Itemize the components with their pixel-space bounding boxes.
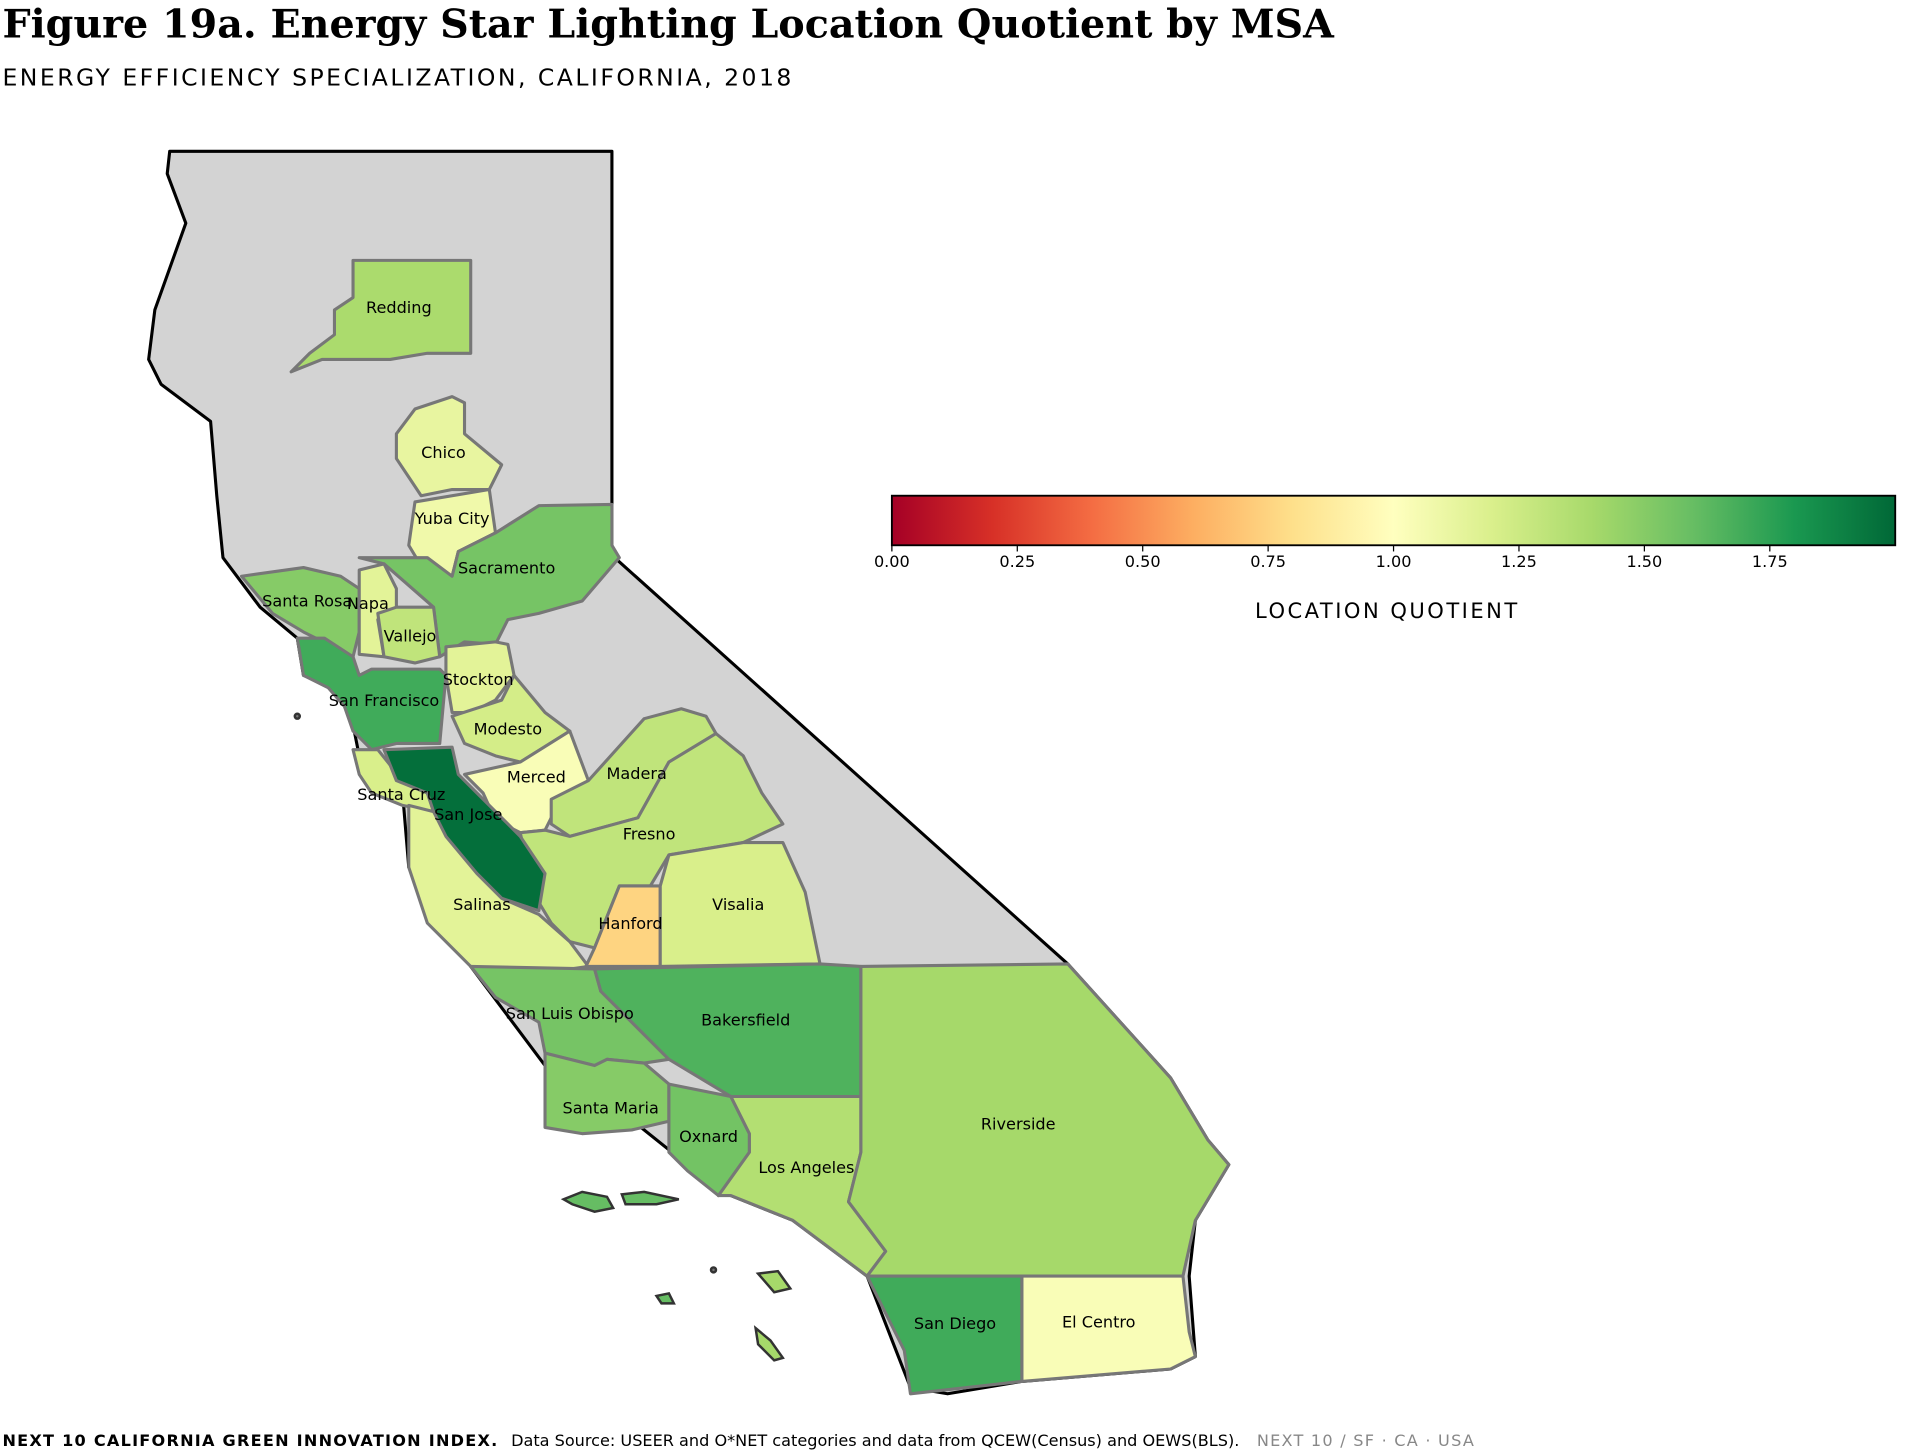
footer-brand: NEXT 10 / SF · CA · USA — [1257, 1430, 1475, 1449]
region-label: Santa Cruz — [357, 785, 445, 804]
region-label: Yuba City — [414, 509, 490, 528]
region-label: Santa Maria — [563, 1098, 659, 1117]
region-label: Vallejo — [384, 626, 437, 645]
subtitle: ENERGY EFFICIENCY SPECIALIZATION, CALIFO… — [2, 64, 793, 92]
region-label: San Diego — [914, 1314, 996, 1333]
colorbar-scale — [890, 494, 1897, 547]
colorbar: 0.00 0.25 0.50 0.75 1.00 1.25 1.50 1.75 LOCATION… — [874, 494, 1897, 623]
region-label: Merced — [507, 768, 566, 787]
region — [846, 962, 1231, 1278]
region-label: Madera — [607, 764, 667, 783]
region-label: El Centro — [1062, 1313, 1136, 1332]
region-label: Stockton — [443, 670, 514, 689]
colorbar-tick-label: 1.75 — [1752, 552, 1788, 571]
region-labels: Redding Chico Yuba City Sacramento Santa Ros… — [262, 298, 1135, 1333]
region-label: Chico — [421, 443, 466, 462]
regions — [240, 258, 1231, 1396]
title: Figure 19a. Energy Star Lighting Locatio… — [2, 1, 1335, 47]
region — [289, 258, 473, 374]
region-label: Visalia — [712, 895, 764, 914]
region — [376, 605, 442, 665]
region-label: San Luis Obispo — [506, 1004, 634, 1023]
footer-source: Data Source: USEER and O*NET categories … — [511, 1430, 1239, 1449]
region-label: Bakersfield — [701, 1010, 790, 1029]
region-label: Redding — [366, 298, 432, 317]
colorbar-tick-label: 0.00 — [874, 552, 910, 571]
region-label: Oxnard — [679, 1127, 738, 1146]
region — [407, 803, 590, 975]
region-label: Modesto — [474, 719, 542, 738]
islands — [293, 712, 793, 1362]
region — [584, 884, 662, 968]
region-label: San Francisco — [329, 691, 440, 710]
region — [444, 640, 516, 715]
region — [394, 395, 504, 498]
region-label: Salinas — [453, 895, 510, 914]
region-label: Hanford — [598, 914, 662, 933]
region-label: Los Angeles — [758, 1158, 854, 1177]
region — [382, 745, 547, 913]
colorbar-label: LOCATION QUOTIENT — [1255, 598, 1520, 623]
region — [240, 566, 361, 659]
region-label: San Jose — [434, 805, 502, 824]
colorbar-tick-label: 0.50 — [1125, 552, 1161, 571]
footer-organization: NEXT 10 CALIFORNIA GREEN INNOVATION INDE… — [2, 1430, 498, 1449]
footer: NEXT 10 CALIFORNIA GREEN INNOVATION INDE… — [2, 1430, 1475, 1449]
region — [1020, 1274, 1197, 1383]
region — [295, 636, 448, 752]
colorbar-tick-label: 1.50 — [1626, 552, 1662, 571]
region-label: Santa Rosa — [262, 592, 352, 611]
colorbar-tick-label: 1.25 — [1501, 552, 1537, 571]
region-label: Fresno — [623, 825, 676, 844]
colorbar-tick-label: 0.75 — [1250, 552, 1286, 571]
region-label: Riverside — [981, 1114, 1056, 1133]
region-label: Napa — [347, 594, 389, 613]
colorbar-tick-label: 1.00 — [1376, 552, 1412, 571]
region-label: Sacramento — [458, 558, 555, 577]
colorbar-tick-label: 0.25 — [999, 552, 1035, 571]
